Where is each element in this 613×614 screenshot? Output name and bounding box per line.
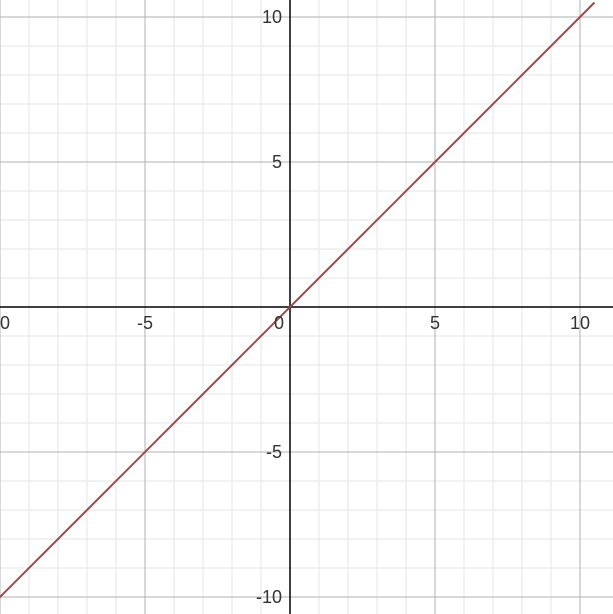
chart-canvas: 10 -5 0 5 10 10 5 -5 -10 — [0, 0, 613, 614]
y-tick-label: 10 — [262, 7, 282, 27]
x-tick-label: 10 — [0, 313, 10, 333]
line-chart: 10 -5 0 5 10 10 5 -5 -10 — [0, 0, 613, 614]
x-tick-label: 5 — [430, 313, 440, 333]
x-tick-label: -5 — [137, 313, 153, 333]
y-tick-label: -10 — [256, 587, 282, 607]
x-tick-label: 10 — [570, 313, 590, 333]
x-tick-label: 0 — [274, 313, 284, 333]
y-tick-label: -5 — [266, 442, 282, 462]
y-tick-label: 5 — [272, 152, 282, 172]
